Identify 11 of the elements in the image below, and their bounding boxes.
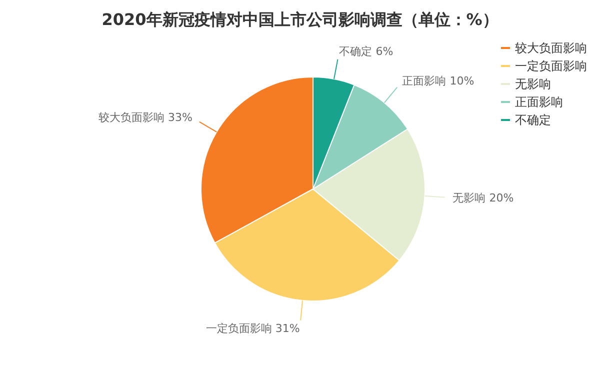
data-label: 无影响 20% bbox=[452, 191, 514, 204]
legend-label: 正面影响 bbox=[515, 94, 563, 110]
chart-title: 2020年新冠疫情对中国上市公司影响调查（单位：%） bbox=[100, 9, 500, 31]
legend-label: 不确定 bbox=[515, 112, 551, 128]
legend-label: 较大负面影响 bbox=[515, 40, 587, 56]
data-label: 正面影响 10% bbox=[402, 74, 474, 88]
data-label: 较大负面影响 33% bbox=[98, 111, 192, 124]
legend-label: 一定负面影响 bbox=[515, 58, 587, 74]
legend-label: 无影响 bbox=[515, 76, 551, 92]
data-label: 不确定 6% bbox=[339, 44, 394, 58]
data-label: 一定负面影响 31% bbox=[206, 322, 300, 335]
